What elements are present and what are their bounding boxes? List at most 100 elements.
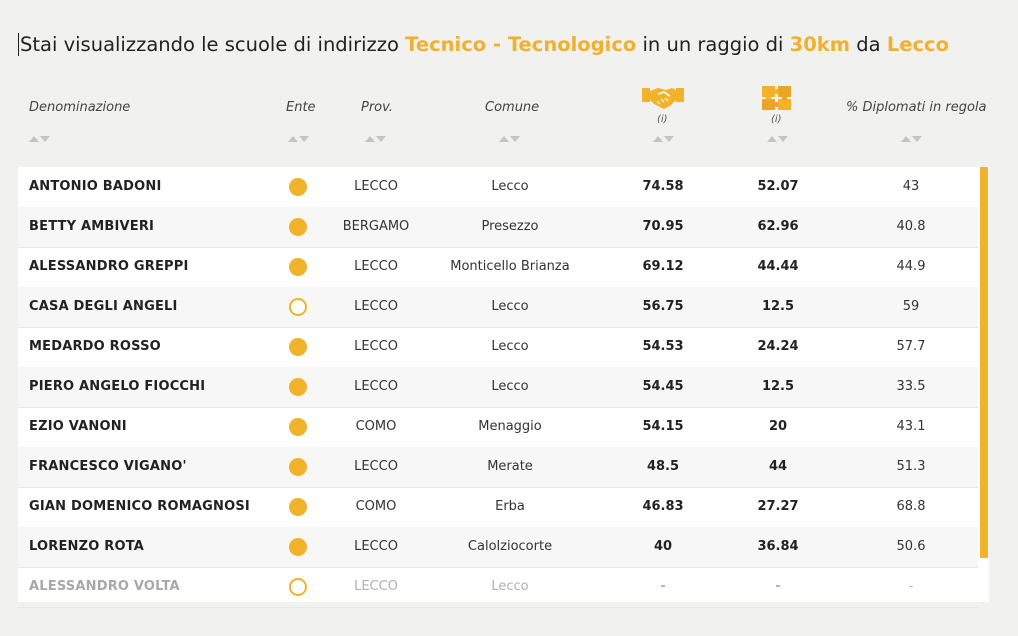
value-col2: 12.5 — [761, 379, 795, 394]
value-col1: 74.58 — [642, 179, 684, 194]
table-row[interactable]: PIERO ANGELO FIOCCHI LECCO Lecco 54.45 12.5 3… — [18, 367, 978, 408]
info-icon-2[interactable]: (i) — [771, 114, 782, 125]
value-col1: 46.83 — [642, 499, 684, 514]
title-citta: Lecco — [886, 33, 949, 56]
header-comune[interactable]: Comune — [485, 100, 540, 115]
sort-comune-icon[interactable] — [499, 134, 521, 144]
school-name[interactable]: ALESSANDRO VOLTA — [29, 579, 180, 594]
value-col2: 12.5 — [761, 299, 795, 314]
ente-filled-icon — [289, 458, 307, 476]
school-name[interactable]: CASA DEGLI ANGELI — [29, 299, 178, 314]
province: COMO — [355, 419, 397, 434]
province: LECCO — [354, 179, 398, 194]
puzzle-icon — [762, 86, 791, 110]
ente-filled-icon — [289, 498, 307, 516]
value-col2: 27.27 — [757, 499, 799, 514]
table-row[interactable]: MEDARDO ROSSO LECCO Lecco 54.53 24.24 57.7 — [18, 327, 978, 368]
sort-denominazione-icon[interactable] — [29, 134, 51, 144]
value-col2: 44 — [768, 459, 788, 474]
sort-prov-icon[interactable] — [365, 134, 387, 144]
value-col2: 20 — [768, 419, 788, 434]
header-diplomati[interactable]: % Diplomati in regola — [846, 100, 987, 115]
value-col1: 56.75 — [642, 299, 684, 314]
table-row[interactable]: CASA DEGLI ANGELI LECCO Lecco 56.75 12.5 59 — [18, 287, 978, 328]
value-col1: 54.15 — [642, 419, 684, 434]
sort-ente-icon[interactable] — [288, 134, 310, 144]
school-name[interactable]: PIERO ANGELO FIOCCHI — [29, 379, 206, 394]
value-diplomati: - — [908, 579, 914, 594]
comune: Lecco — [491, 339, 529, 354]
table-row[interactable]: EZIO VANONI COMO Menaggio 54.15 20 43.1 — [18, 407, 978, 448]
school-name[interactable]: LORENZO ROTA — [29, 539, 145, 554]
scrollbar[interactable] — [980, 167, 988, 558]
sort-diplomati-icon[interactable] — [901, 134, 923, 144]
ente-filled-icon — [289, 418, 307, 436]
province: COMO — [355, 499, 397, 514]
table-row[interactable]: LORENZO ROTA LECCO Calolziocorte 40 36.84 50.… — [18, 527, 978, 568]
sort-col2-icon[interactable] — [767, 134, 789, 144]
comune: Lecco — [491, 379, 529, 394]
header-denominazione[interactable]: Denominazione — [29, 100, 131, 115]
value-diplomati: 43.1 — [896, 419, 926, 434]
value-col1: 48.5 — [646, 459, 680, 474]
table-row[interactable]: FRANCESCO VIGANO' LECCO Merate 48.5 44 51.3 — [18, 447, 978, 488]
comune: Erba — [495, 499, 525, 514]
ente-filled-icon — [289, 178, 307, 196]
table-row[interactable]: ALESSANDRO GREPPI LECCO Monticello Brianza… — [18, 247, 978, 288]
school-name[interactable]: BETTY AMBIVERI — [29, 219, 155, 234]
comune: Lecco — [491, 579, 529, 594]
value-col1: 69.12 — [642, 259, 684, 274]
value-col2: 44.44 — [757, 259, 799, 274]
value-col1: - — [660, 579, 666, 594]
school-name[interactable]: FRANCESCO VIGANO' — [29, 459, 187, 474]
province: LECCO — [354, 579, 398, 594]
title-prefix: Stai visualizzando le scuole di indirizz… — [20, 33, 406, 56]
value-diplomati: 40.8 — [896, 219, 926, 234]
comune: Calolziocorte — [467, 539, 553, 554]
title-da: da — [850, 33, 887, 56]
title-middle: in un raggio di — [636, 33, 790, 56]
value-col1: 54.53 — [642, 339, 684, 354]
value-col2: 24.24 — [757, 339, 799, 354]
value-diplomati: 33.5 — [896, 379, 926, 394]
value-col1: 70.95 — [642, 219, 684, 234]
value-diplomati: 51.3 — [896, 459, 926, 474]
school-name[interactable]: MEDARDO ROSSO — [29, 339, 161, 354]
table-row[interactable]: BETTY AMBIVERI BERGAMO Presezzo 70.95 62.96 4… — [18, 207, 978, 248]
school-name[interactable]: EZIO VANONI — [29, 419, 127, 434]
province: LECCO — [354, 299, 398, 314]
value-col1: 40 — [653, 539, 673, 554]
province: LECCO — [354, 379, 398, 394]
ente-filled-icon — [289, 258, 307, 276]
title-raggio: 30km — [789, 33, 851, 56]
info-icon-1[interactable]: (i) — [657, 114, 668, 125]
ente-filled-icon — [289, 218, 307, 236]
table-row[interactable]: ANTONIO BADONI LECCO Lecco 74.58 52.07 43 — [18, 167, 978, 208]
school-name[interactable]: ALESSANDRO GREPPI — [29, 259, 189, 274]
ente-filled-icon — [289, 378, 307, 396]
comune: Menaggio — [478, 419, 542, 434]
school-name[interactable]: GIAN DOMENICO ROMAGNOSI — [29, 499, 250, 514]
province: LECCO — [354, 259, 398, 274]
ente-empty-icon — [289, 298, 307, 316]
ente-empty-icon — [289, 578, 307, 596]
value-diplomati: 59 — [902, 299, 920, 314]
value-col2: 52.07 — [757, 179, 799, 194]
value-diplomati: 50.6 — [896, 539, 926, 554]
value-diplomati: 57.7 — [896, 339, 926, 354]
table-row[interactable]: GIAN DOMENICO ROMAGNOSI COMO Erba 46.83 27.2… — [18, 487, 978, 528]
value-diplomati: 43 — [902, 179, 920, 194]
province: LECCO — [354, 339, 398, 354]
handshake-icon — [642, 88, 684, 109]
ente-filled-icon — [289, 338, 307, 356]
value-col2: 36.84 — [757, 539, 799, 554]
schools-table: ANTONIO BADONI LECCO Lecco 74.58 52.07 43 BETT… — [18, 167, 989, 608]
province: LECCO — [354, 459, 398, 474]
value-diplomati: 44.9 — [896, 259, 926, 274]
table-row[interactable]: ALESSANDRO VOLTA LECCO Lecco - - - — [18, 567, 978, 608]
header-ente[interactable]: Ente — [286, 100, 316, 115]
header-prov[interactable]: Prov. — [361, 100, 393, 115]
sort-col1-icon[interactable] — [653, 134, 675, 144]
province: LECCO — [354, 539, 398, 554]
school-name[interactable]: ANTONIO BADONI — [29, 179, 162, 194]
